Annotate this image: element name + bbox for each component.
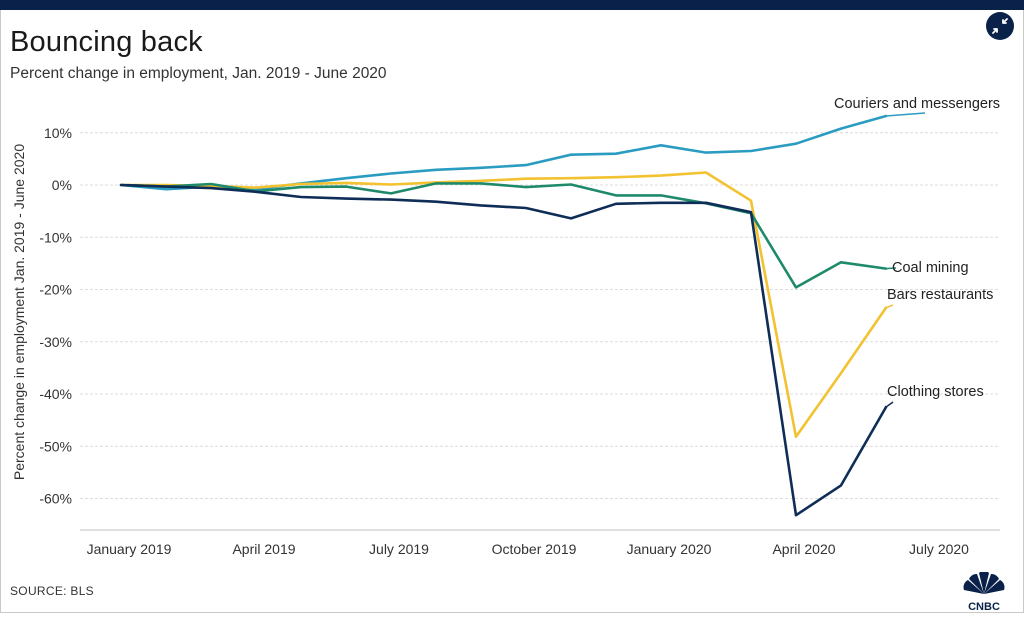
series-label: Bars restaurants — [887, 287, 993, 303]
svg-text:CNBC: CNBC — [968, 601, 1000, 612]
series-label: Couriers and messengers — [834, 96, 1000, 112]
y-tick-label: -20% — [39, 282, 72, 298]
label-leader — [885, 112, 926, 117]
cnbc-logo: CNBC — [952, 570, 1016, 613]
series-lines — [119, 114, 888, 517]
x-tick-label: January 2019 — [87, 541, 172, 557]
x-tick-label: April 2020 — [772, 541, 835, 557]
y-axis-title: Percent change in employment Jan. 2019 -… — [11, 144, 27, 480]
label-leader — [885, 267, 897, 270]
y-tick-label: -60% — [39, 491, 72, 507]
chart-subtitle: Percent change in employment, Jan. 2019 … — [10, 65, 387, 82]
series-labels: Couriers and messengers Coal mining Bars r… — [834, 96, 1000, 408]
y-tick-label: 10% — [44, 125, 72, 141]
series-label: Coal mining — [892, 260, 969, 276]
y-axis-ticks: 10% 0% -10% -20% -30% -40% -50% -60% — [39, 125, 72, 507]
series-line-couriers-and-messengers — [119, 114, 888, 191]
y-tick-label: -40% — [39, 386, 72, 402]
y-tick-label: -50% — [39, 438, 72, 454]
x-tick-label: July 2020 — [909, 541, 969, 557]
chart-title: Bouncing back — [10, 26, 203, 58]
series-label: Clothing stores — [887, 384, 984, 400]
x-tick-label: October 2019 — [492, 541, 577, 557]
x-tick-label: April 2019 — [232, 541, 295, 557]
series-line-bars-restaurants — [119, 171, 888, 439]
y-tick-label: -30% — [39, 334, 72, 350]
x-axis-ticks: January 2019 April 2019 July 2019 October 2… — [87, 541, 970, 557]
collapse-arrows-icon[interactable] — [986, 12, 1014, 40]
label-leader — [885, 304, 894, 309]
y-tick-label: -10% — [39, 229, 72, 245]
x-tick-label: July 2019 — [369, 541, 429, 557]
series-line-clothing-stores — [119, 183, 888, 517]
collapse-arrows-glyph — [992, 18, 1008, 34]
peacock-logo-icon: CNBC — [963, 570, 1005, 613]
y-tick-label: 0% — [52, 177, 72, 193]
x-tick-label: January 2020 — [627, 541, 712, 557]
label-leader — [885, 401, 894, 408]
source-note: SOURCE: BLS — [10, 584, 94, 598]
gridlines — [80, 132, 1000, 531]
brand-top-bar — [0, 0, 1024, 10]
series-line-coal-mining — [119, 182, 888, 289]
